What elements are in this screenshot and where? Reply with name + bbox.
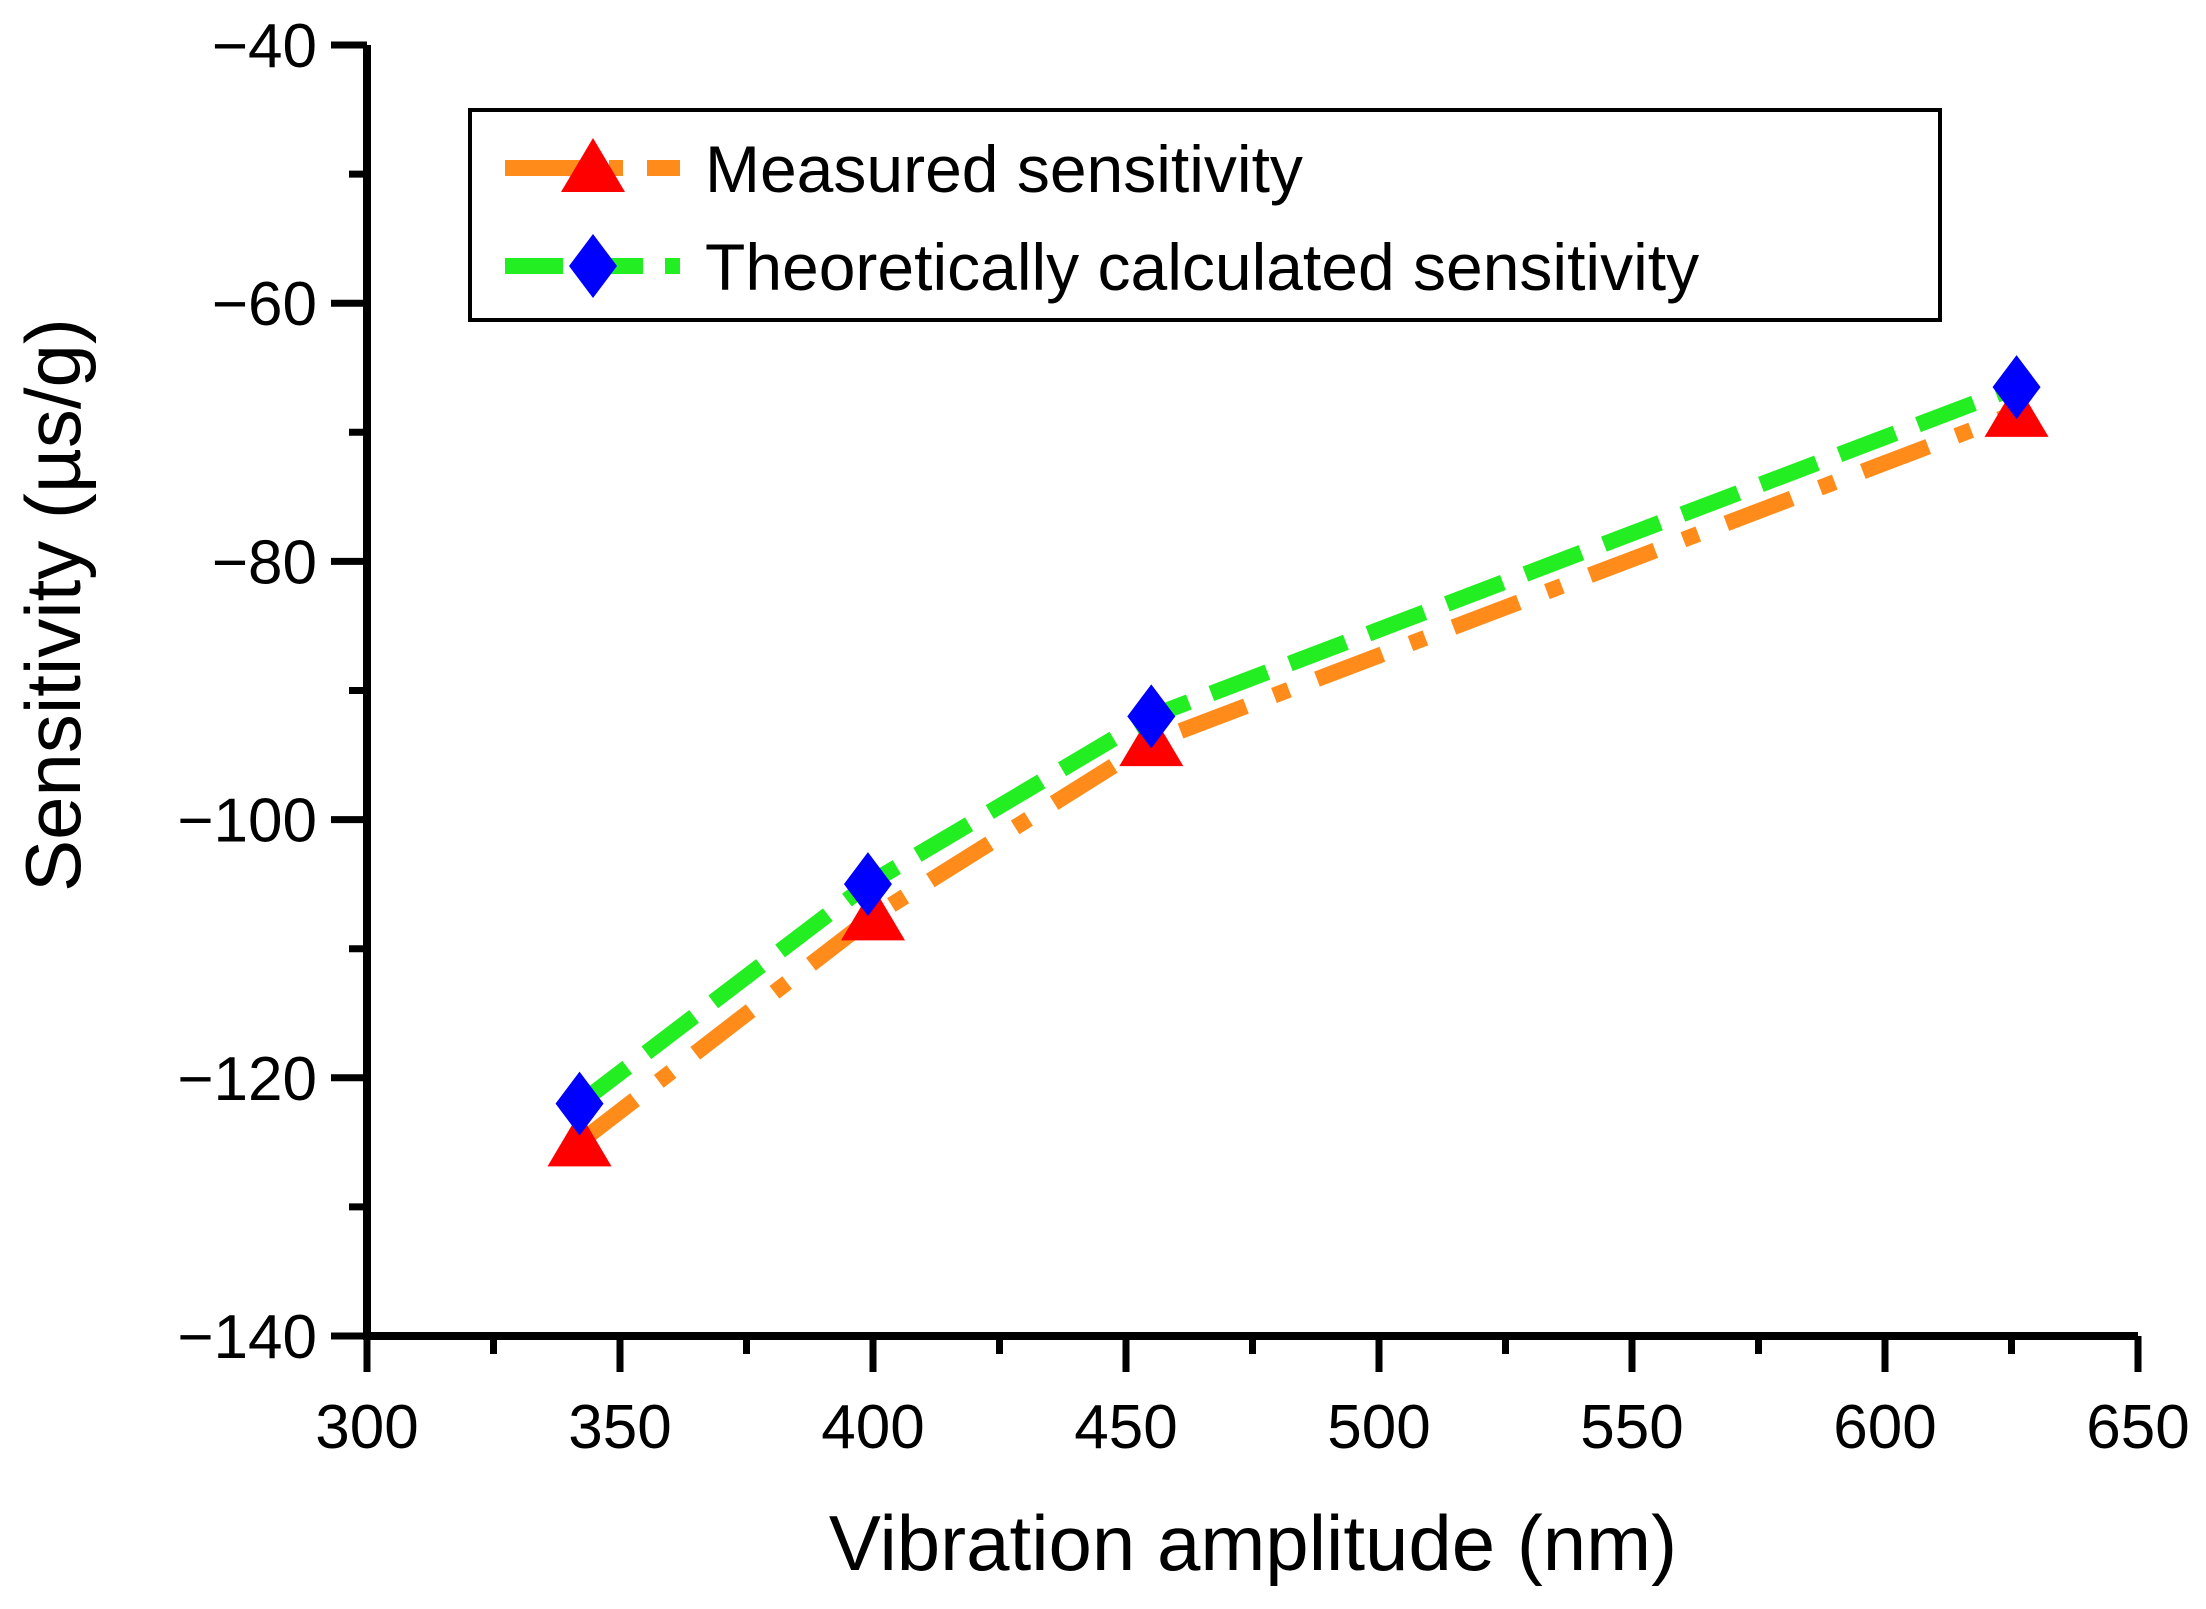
axes-layer [331, 41, 2142, 1372]
legend-box [468, 108, 1942, 322]
y-tick-label: −100 [177, 787, 317, 856]
data-point [843, 852, 892, 917]
x-tick-label: 650 [2086, 1393, 2189, 1462]
x-tick-label: 400 [821, 1393, 924, 1462]
legend: Measured sensitivity Theoretically calcul… [468, 108, 1942, 322]
tick-labels: −140 −120 −100 −80 −60 −40 300 350 400 450 500 550 6… [177, 12, 2189, 1462]
legend-entry-1: Measured sensitivity [505, 132, 1303, 206]
data-point [841, 886, 905, 941]
series-line [574, 379, 2020, 1110]
x-tick-label: 300 [315, 1393, 418, 1462]
data-point [547, 1112, 612, 1167]
x-axis-title: Vibration amplitude (nm) [829, 1499, 1677, 1587]
series-line [574, 405, 2020, 1149]
x-tick-label: 450 [1074, 1393, 1177, 1462]
y-axis-title: Sensitivity (µs/g) [9, 318, 97, 892]
y-tick-label: −40 [212, 12, 317, 81]
x-tick-label: 350 [568, 1393, 671, 1462]
legend-entry-2: Theoretically calculated sensitivity [505, 230, 1699, 304]
data-point [1992, 355, 2041, 420]
legend-marker [569, 234, 617, 298]
y-tick-label: −60 [212, 270, 317, 339]
y-tick-label: −80 [212, 528, 317, 597]
y-tick-label: −120 [177, 1045, 317, 1114]
series-2 [555, 355, 2041, 1136]
legend-marker [561, 138, 625, 192]
legend-entries: Measured sensitivity Theoretically calcul… [505, 132, 1699, 304]
x-tick-label: 550 [1580, 1393, 1683, 1462]
series-layer [547, 355, 2049, 1167]
y-tick-label: −140 [177, 1303, 317, 1372]
legend-label: Measured sensitivity [705, 132, 1303, 206]
x-tick-label: 500 [1327, 1393, 1430, 1462]
series-1 [547, 382, 2049, 1167]
x-tick-label: 600 [1833, 1393, 1936, 1462]
legend-label: Theoretically calculated sensitivity [705, 230, 1699, 304]
data-point [1127, 684, 1176, 749]
data-point [555, 1071, 604, 1136]
